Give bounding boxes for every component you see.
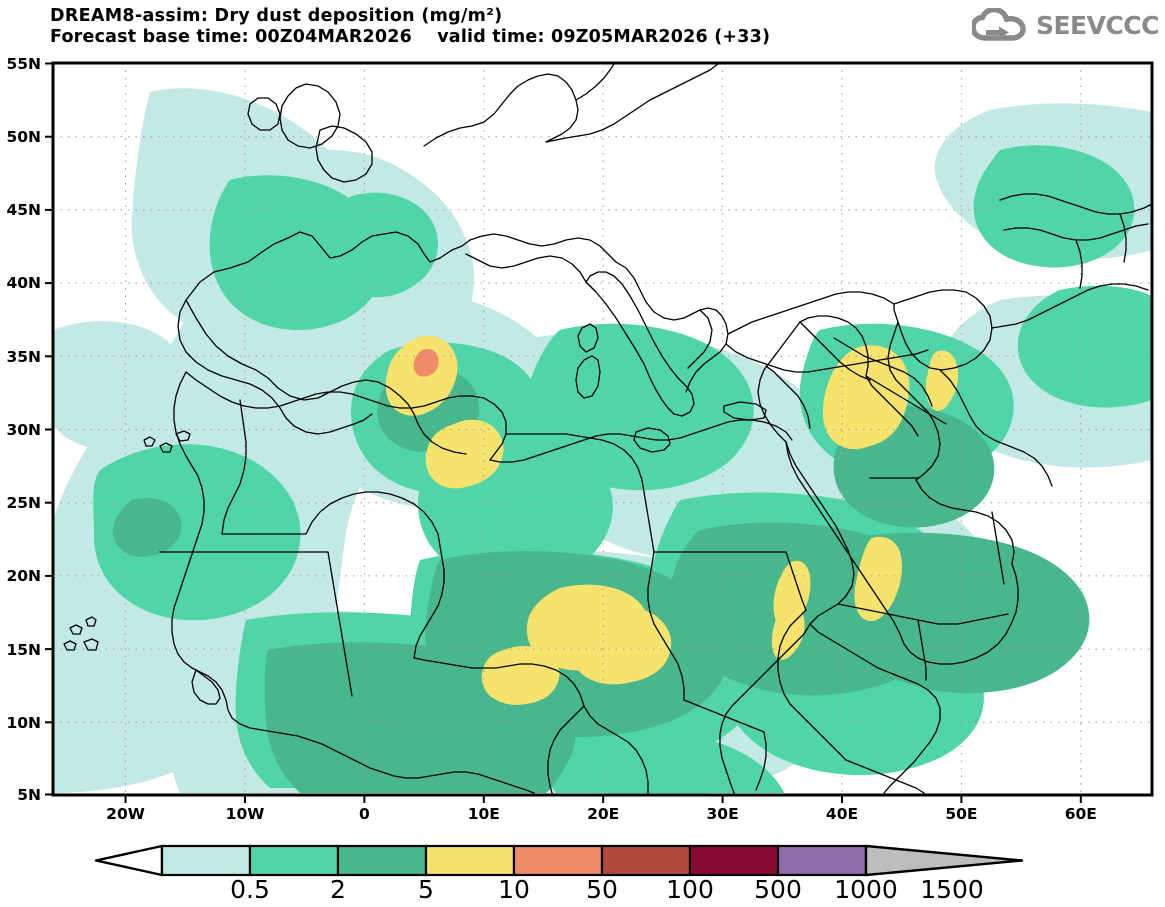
colorbar-tick-label: 100 [666, 875, 714, 904]
colorbar-swatch-10-50[interactable] [424, 844, 516, 877]
map-title-line-1: DREAM8-assim: Dry dust deposition (mg/m²… [50, 6, 503, 26]
map-header: DREAM8-assim: Dry dust deposition (mg/m²… [50, 6, 990, 48]
coastlines-and-borders [63, 63, 1152, 794]
dust-deposition-field [53, 88, 1152, 795]
contour-band-50-100 [413, 348, 439, 377]
forecast-valid-time: valid time: 09Z05MAR2026 (+33) [437, 27, 771, 47]
forecast-base-time: Forecast base time: 00Z04MAR2026 [50, 27, 413, 47]
colorbar-tick-label: 1500 [920, 875, 984, 904]
lon-label: 0 [359, 805, 370, 823]
cloud-arrow-icon [971, 8, 1026, 41]
lon-label: 60E [1065, 805, 1097, 823]
map-title-line-2: Forecast base time: 00Z04MAR2026 valid t… [50, 27, 990, 48]
axis-ticks [45, 62, 1082, 803]
longitude-axis-labels: 20W 10W 0 10E 20E 30E 40E 50E 60E [106, 805, 1097, 823]
lat-label: 10N [6, 714, 41, 732]
colorbar-swatch-1000-1500[interactable] [776, 844, 868, 877]
colorbar-swatch-2-5[interactable] [248, 844, 340, 877]
seevccc-logo: SEEVCCC [971, 8, 1160, 42]
colorbar-swatch-5-10[interactable] [336, 844, 428, 877]
logo-text: SEEVCCC [1035, 10, 1160, 40]
lon-label: 30E [707, 805, 739, 823]
lat-label: 40N [6, 274, 41, 292]
latitude-axis-labels: 55N 50N 45N 40N 35N 30N 25N 20N 15N 10N … [6, 55, 41, 804]
lat-label: 55N [6, 55, 41, 73]
lon-label: 10E [468, 805, 500, 823]
colorbar[interactable]: 0.5 2 5 10 50 100 500 1000 1500 [94, 844, 1024, 904]
lat-label: 15N [6, 641, 41, 659]
lat-label: 45N [6, 201, 41, 219]
colorbar-swatch-500-1000[interactable] [688, 844, 780, 877]
colorbar-swatch-100-500[interactable] [600, 844, 692, 877]
colorbar-tick-label: 2 [330, 875, 346, 904]
lat-label: 50N [6, 128, 41, 146]
colorbar-tick-label: 0.5 [230, 875, 270, 904]
lat-label: 30N [6, 421, 41, 439]
lat-label: 35N [6, 348, 41, 366]
lat-label: 25N [6, 494, 41, 512]
lon-label: 20E [587, 805, 619, 823]
map-gridlines [53, 63, 1152, 795]
colorbar-tick-label: 50 [586, 875, 618, 904]
colorbar-swatch-0.5-2[interactable] [160, 844, 252, 877]
colorbar-tick-label: 5 [418, 875, 434, 904]
colorbar-tick-label: 500 [754, 875, 802, 904]
colorbar-swatch-50-100[interactable] [512, 844, 604, 877]
lon-label: 10W [226, 805, 265, 823]
lon-label: 50E [945, 805, 977, 823]
colorbar-tick-label: 1000 [834, 875, 898, 904]
colorbar-over-triangle[interactable] [864, 844, 1024, 877]
colorbar-under-triangle[interactable] [94, 844, 164, 877]
colorbar-tick-label: 10 [498, 875, 530, 904]
lat-label: 5N [17, 786, 41, 804]
lon-label: 20W [106, 805, 145, 823]
lon-label: 40E [826, 805, 858, 823]
lat-label: 20N [6, 567, 41, 585]
